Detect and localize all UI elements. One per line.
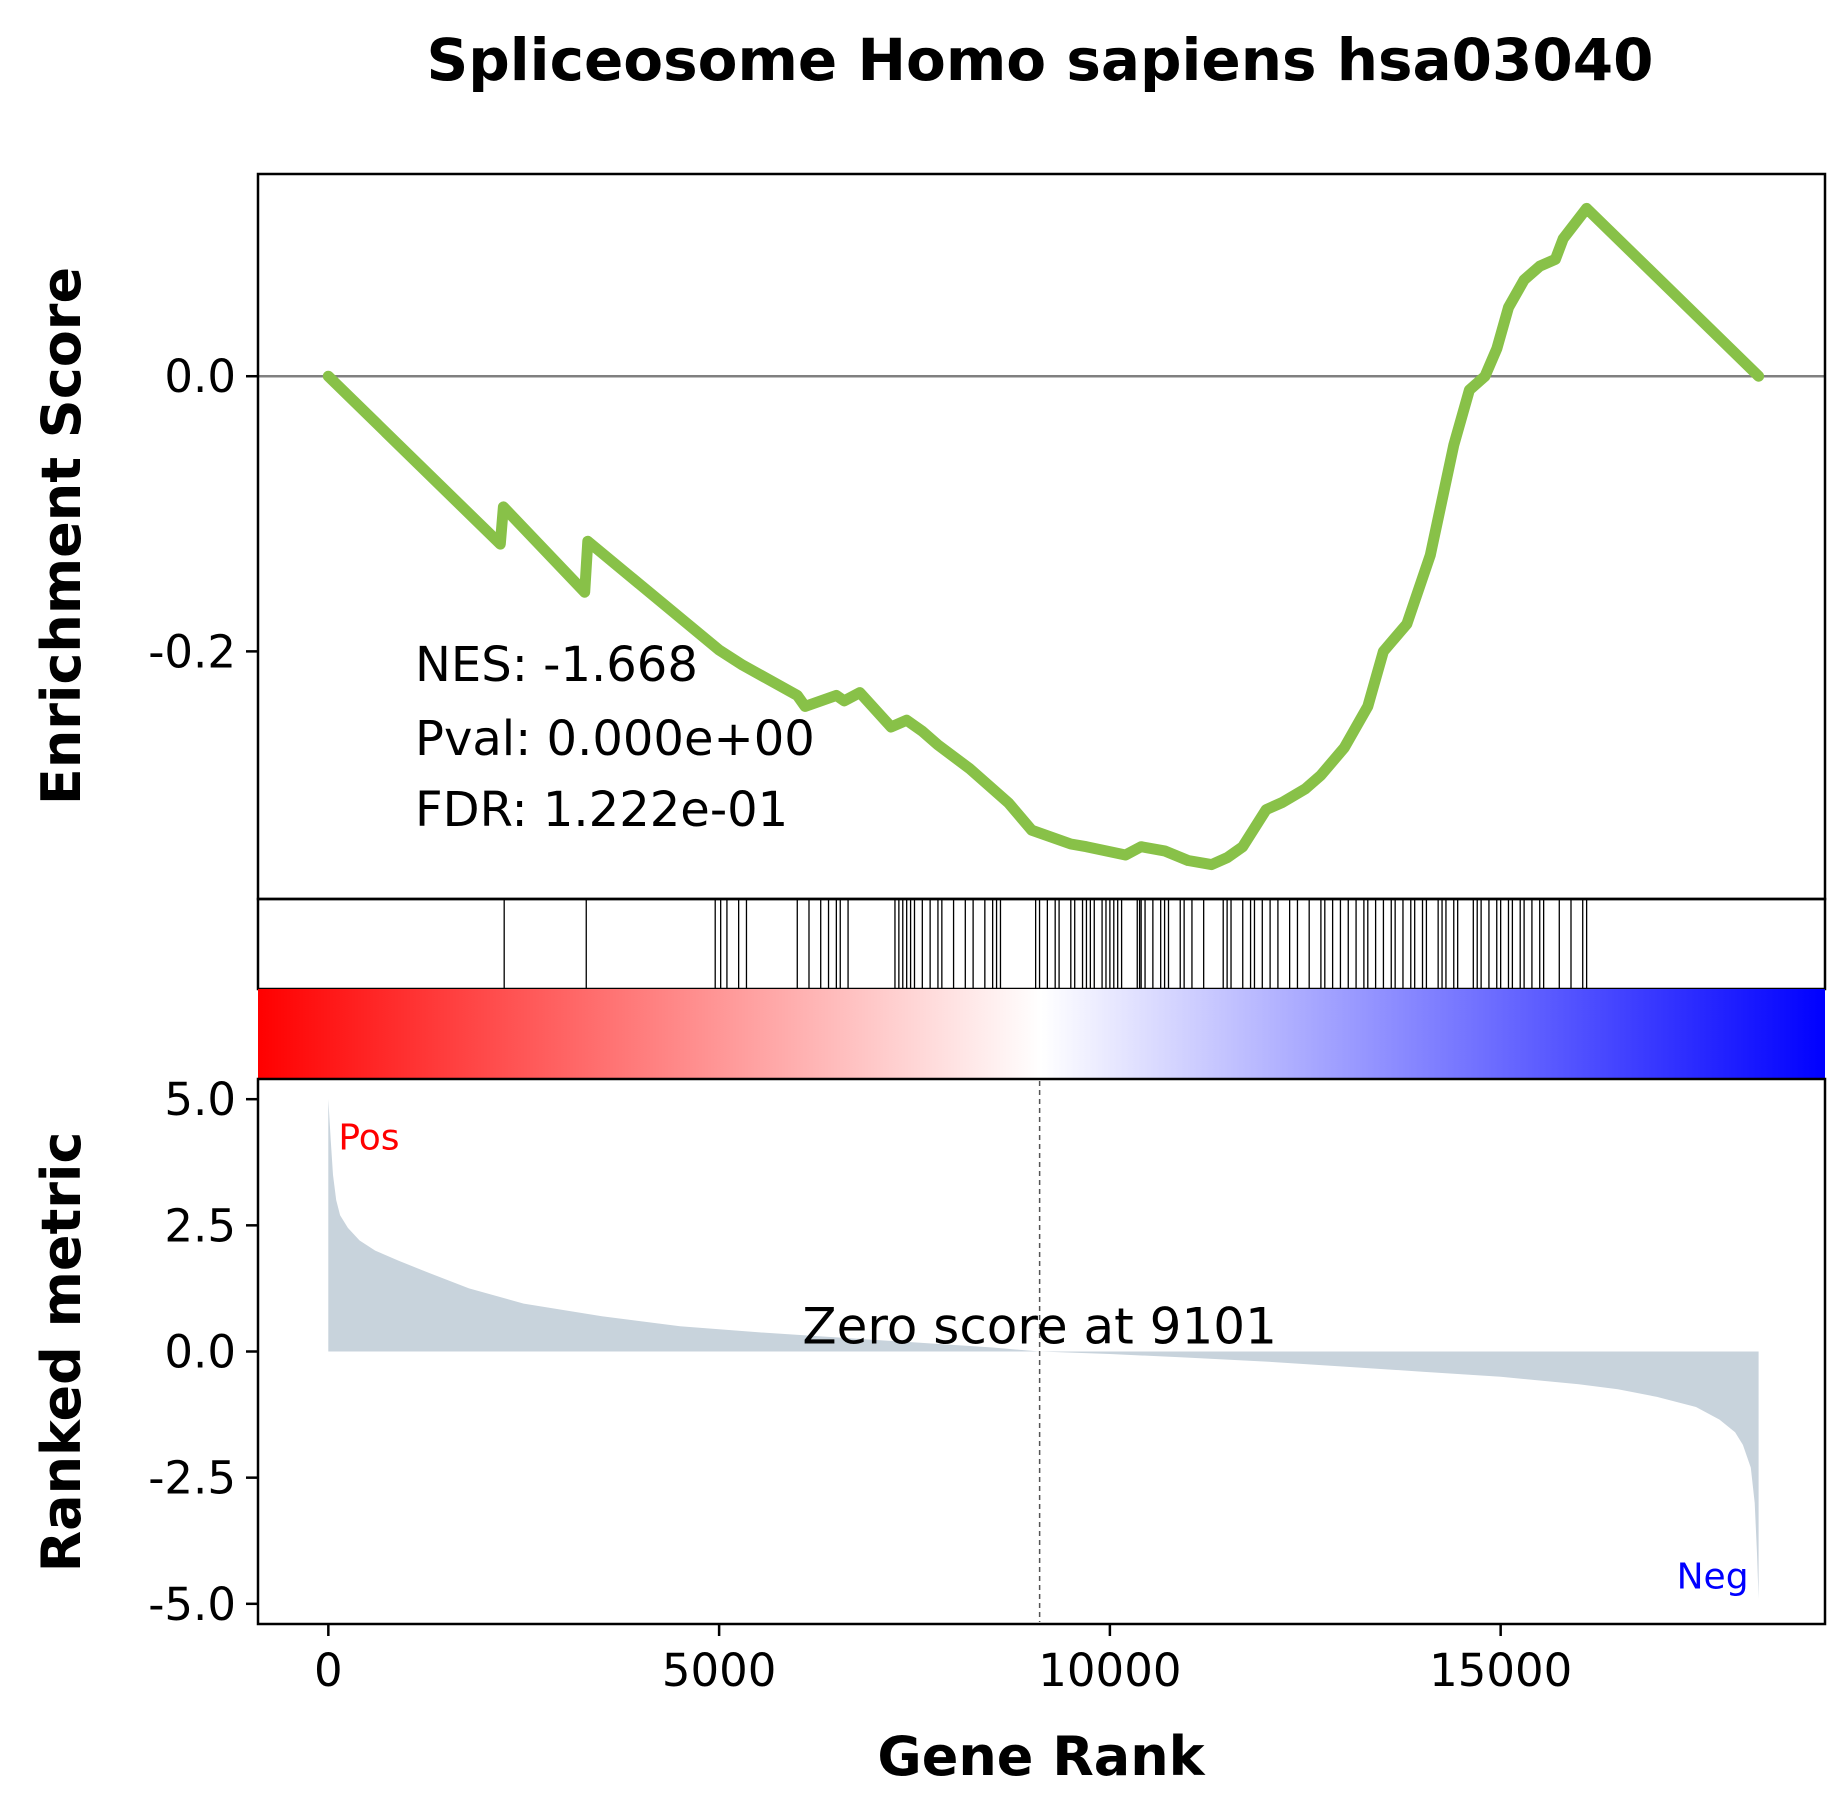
enrichment-score-line-group (322, 202, 1765, 871)
ranked-metric-y-label: Ranked metric (30, 1132, 93, 1573)
fdr-annotation: FDR: 1.222e-01 (415, 782, 788, 838)
zero-score-text: Zero score at 9101 (802, 1298, 1277, 1356)
hits-panel (256, 897, 1827, 991)
x-tick-label: 5000 (662, 1644, 777, 1697)
rm-y-tick-label: 2.5 (164, 1199, 236, 1252)
hits-frame (256, 897, 1827, 991)
neg-label: Neg (1677, 1557, 1749, 1598)
rm-y-tick-label: -2.5 (148, 1452, 236, 1505)
es-y-tick-label: -0.2 (148, 625, 236, 678)
ranked-metric-panel: Zero score at 9101 Pos Neg 5.0 2.5 0.0 -2.5… (30, 1073, 1827, 1631)
enrichment-panel: 0.0 -0.2 Enrichment Score NES: -1.668 Pva… (30, 172, 1827, 901)
enrichment-y-label: Enrichment Score (30, 267, 93, 805)
rm-y-tick-label: -5.0 (148, 1578, 236, 1631)
x-axis-ticks: 0 5000 10000 15000 (314, 1624, 1572, 1697)
es-y-tick-label: 0.0 (164, 350, 236, 403)
ranked-metric-y-ticks: 5.0 2.5 0.0 -2.5 -5.0 (148, 1073, 258, 1631)
x-tick-label: 10000 (1038, 1644, 1181, 1697)
x-tick-label: 15000 (1429, 1644, 1572, 1697)
rm-y-tick-label: 0.0 (164, 1326, 236, 1379)
x-tick-label: 0 (314, 1644, 343, 1697)
hit-lines-group (503, 899, 1588, 989)
enrichment-score-line (322, 202, 1765, 871)
rank-colorbar (258, 989, 1825, 1079)
pos-label: Pos (338, 1118, 399, 1159)
chart-title: Spliceosome Homo sapiens hsa03040 (427, 26, 1654, 94)
nes-annotation: NES: -1.668 (415, 637, 698, 693)
rm-y-tick-label: 5.0 (164, 1073, 236, 1126)
ranked-metric-area (328, 1099, 1759, 1599)
pval-annotation: Pval: 0.000e+00 (415, 711, 815, 767)
enrichment-y-ticks: 0.0 -0.2 (148, 350, 258, 678)
x-axis-label: Gene Rank (877, 1725, 1205, 1788)
